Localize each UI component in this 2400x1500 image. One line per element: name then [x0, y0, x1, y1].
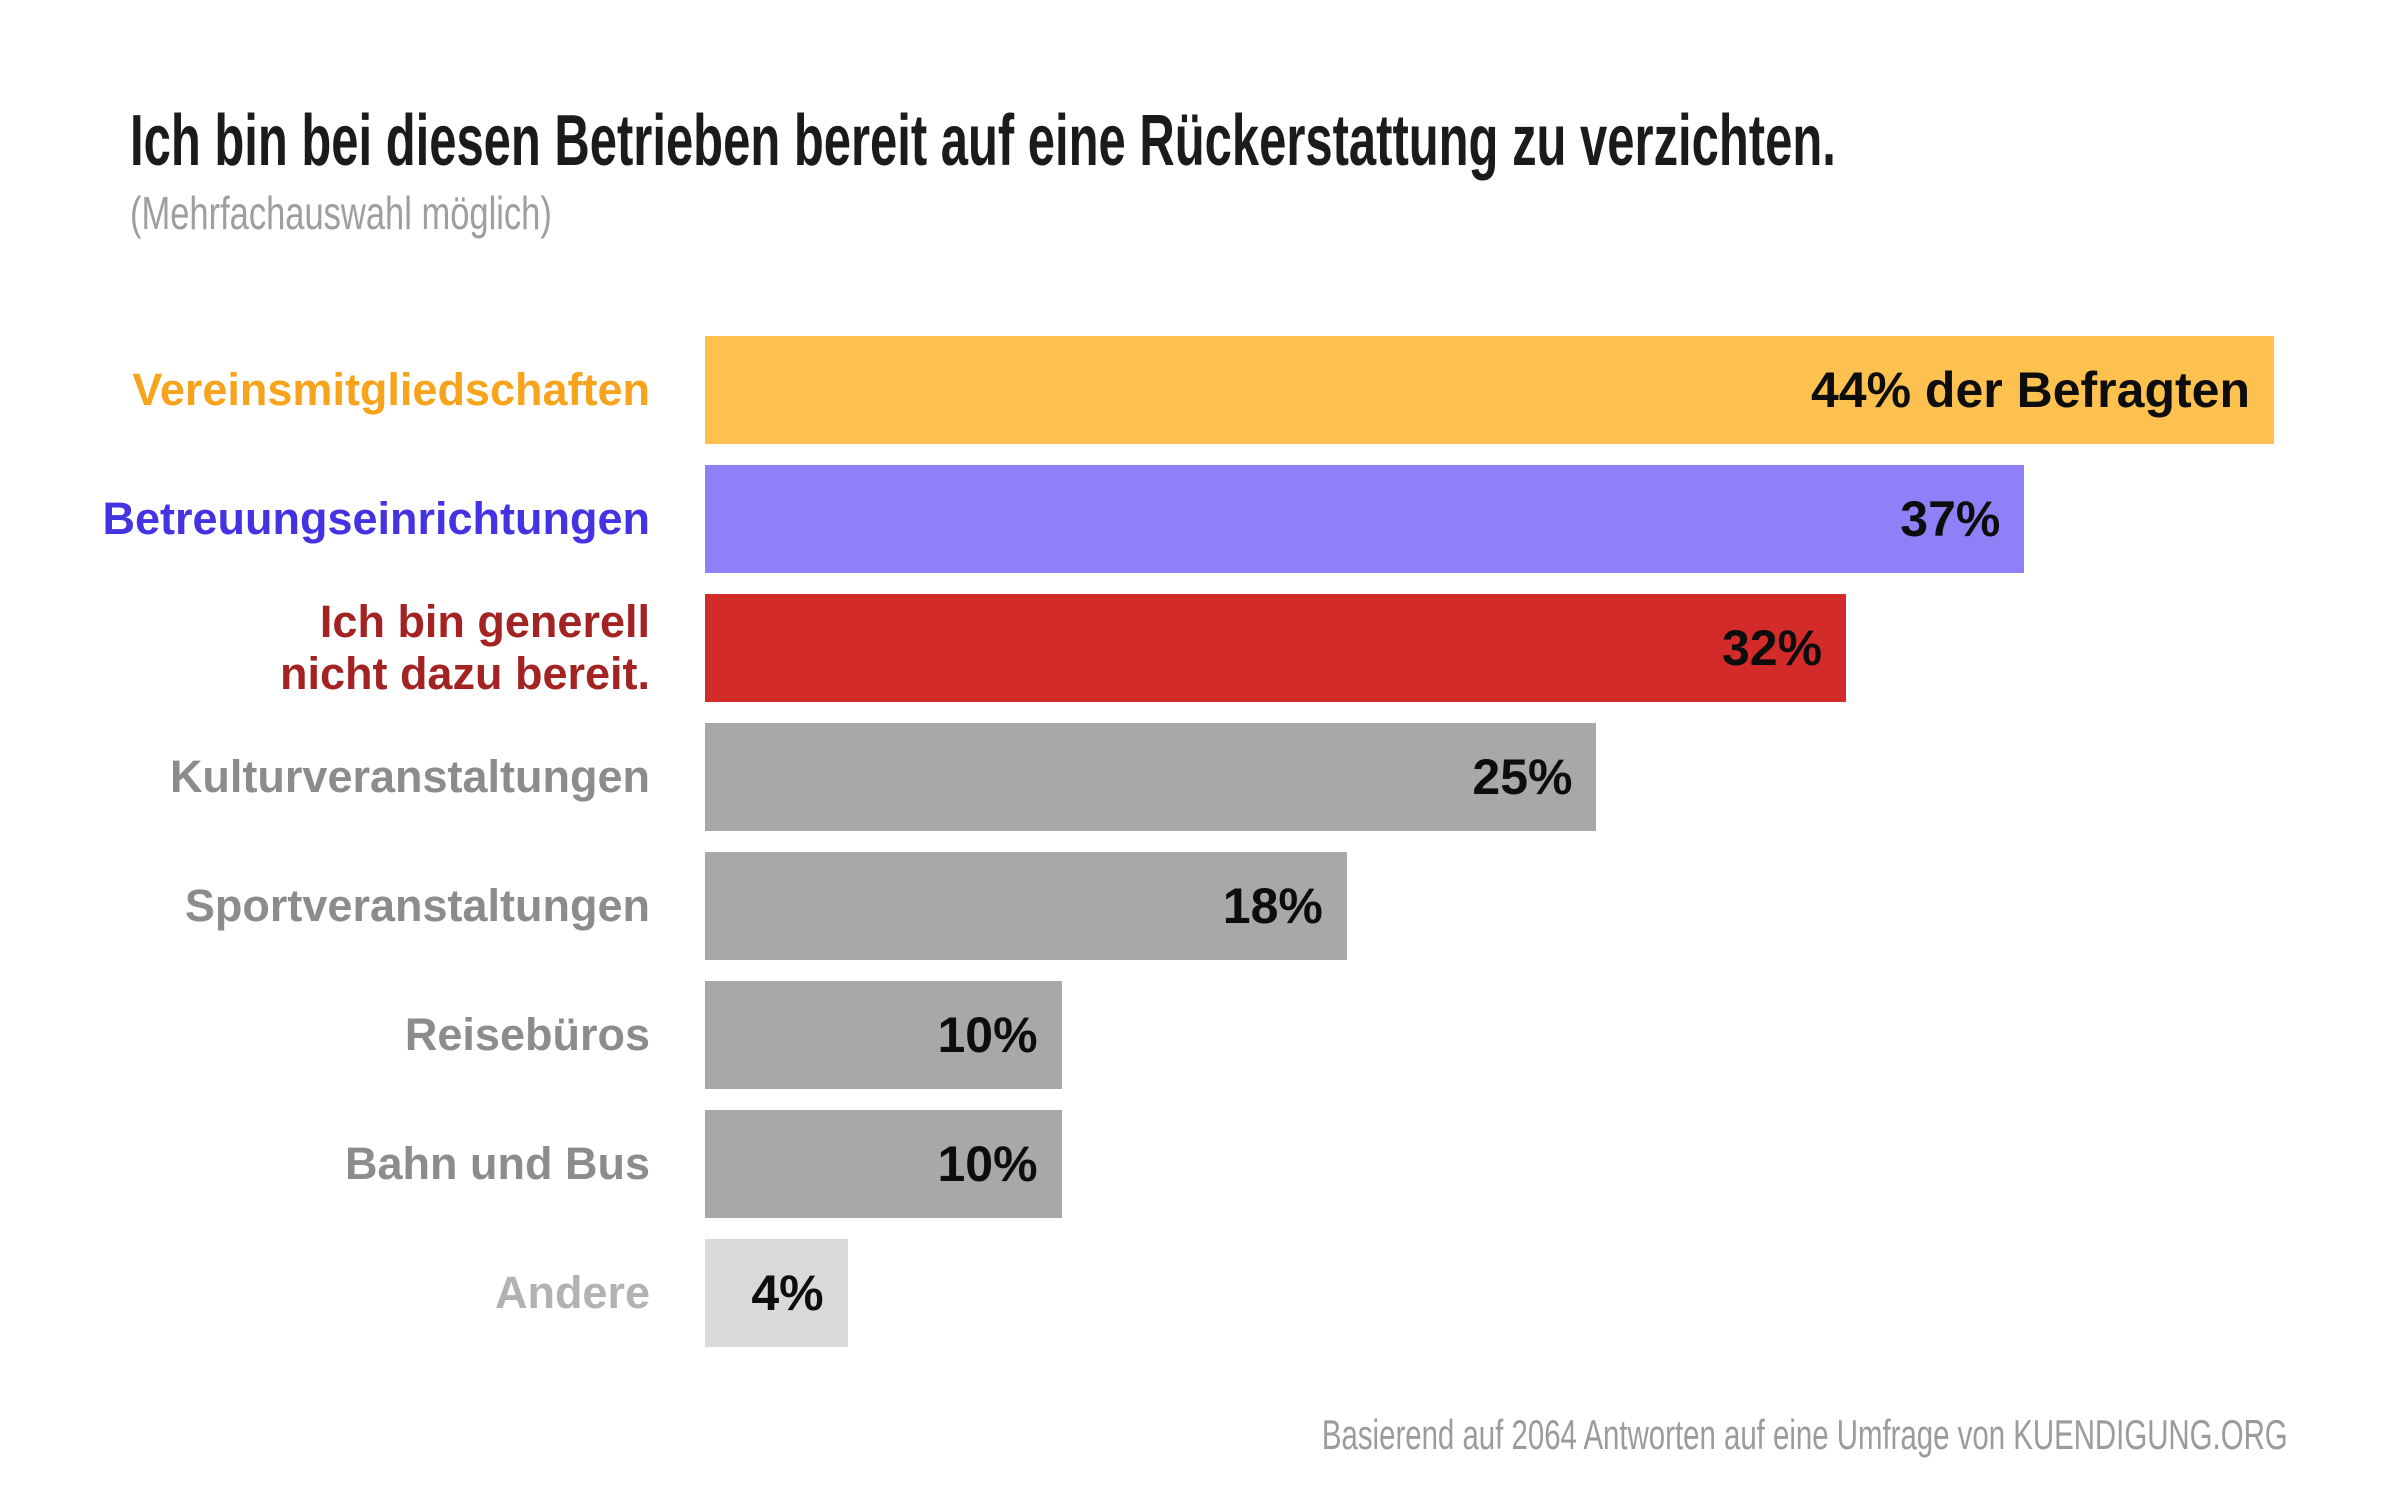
bar-row-kulturveranstaltungen: Kulturveranstaltungen 25% — [0, 723, 2400, 832]
bar-track: 18% — [705, 852, 2274, 961]
bar-reisebueros: 10% — [705, 981, 1062, 1090]
bar-generell-nicht-bereit: 32% — [705, 594, 1847, 703]
chart-subtitle: (Mehrfachauswahl möglich) — [130, 187, 552, 240]
value-label: 32% — [1722, 620, 1823, 677]
bar-track: 10% — [705, 1110, 2274, 1219]
value-label: 10% — [937, 1007, 1038, 1064]
chart-title: Ich bin bei diesen Betrieben bereit auf … — [130, 101, 1836, 181]
category-label-text: Vereinsmitgliedschaften — [132, 364, 650, 416]
category-label-betreuungseinrichtungen: Betreuungseinrichtungen — [0, 493, 705, 545]
value-label: 10% — [937, 1136, 1038, 1193]
category-label-text: Reisebüros — [404, 1009, 650, 1061]
value-label: 4% — [751, 1265, 824, 1322]
bar-row-reisebueros: Reisebüros 10% — [0, 981, 2400, 1090]
bar-vereinsmitgliedschaften: 44% der Befragten — [705, 336, 2274, 445]
category-label-andere: Andere — [0, 1267, 705, 1319]
bar-bahn-und-bus: 10% — [705, 1110, 1062, 1219]
bar-track: 4% — [705, 1239, 2274, 1348]
bar-betreuungseinrichtungen: 37% — [705, 465, 2025, 574]
value-label: 44% der Befragten — [1810, 362, 2250, 419]
bar-row-betreuungseinrichtungen: Betreuungseinrichtungen 37% — [0, 465, 2400, 574]
category-label-sportveranstaltungen: Sportveranstaltungen — [0, 880, 705, 932]
chart-footer: Basierend auf 2064 Antworten auf eine Um… — [0, 1411, 2288, 1459]
category-label-kulturveranstaltungen: Kulturveranstaltungen — [0, 751, 705, 803]
source-attribution: Basierend auf 2064 Antworten auf eine Um… — [1322, 1411, 2288, 1459]
bar-track: 44% der Befragten — [705, 336, 2274, 445]
category-label-text: Andere — [494, 1267, 650, 1319]
category-label-generell-nicht-bereit: Ich bin generell nicht dazu bereit. — [0, 596, 705, 700]
value-label: 18% — [1222, 878, 1323, 935]
bar-track: 32% — [705, 594, 2274, 703]
bar-chart: Vereinsmitgliedschaften 44% der Befragte… — [0, 336, 2400, 1348]
value-label: 25% — [1472, 749, 1573, 806]
bar-track: 25% — [705, 723, 2274, 832]
bar-kulturveranstaltungen: 25% — [705, 723, 1597, 832]
value-label: 37% — [1900, 491, 2001, 548]
bar-row-andere: Andere 4% — [0, 1239, 2400, 1348]
bar-andere: 4% — [705, 1239, 848, 1348]
bar-track: 10% — [705, 981, 2274, 1090]
bar-row-vereinsmitgliedschaften: Vereinsmitgliedschaften 44% der Befragte… — [0, 336, 2400, 445]
category-label-text: Sportveranstaltungen — [184, 880, 650, 932]
bar-track: 37% — [705, 465, 2274, 574]
category-label-text: Betreuungseinrichtungen — [102, 493, 650, 545]
bar-row-sportveranstaltungen: Sportveranstaltungen 18% — [0, 852, 2400, 961]
bar-row-bahn-und-bus: Bahn und Bus 10% — [0, 1110, 2400, 1219]
category-label-vereinsmitgliedschaften: Vereinsmitgliedschaften — [0, 364, 705, 416]
category-label-line-2: nicht dazu bereit. — [279, 648, 650, 700]
category-label-bahn-und-bus: Bahn und Bus — [0, 1138, 705, 1190]
category-label-line-1: Ich bin generell — [319, 596, 650, 648]
category-label-text: Kulturveranstaltungen — [169, 751, 650, 803]
category-label-text: Bahn und Bus — [345, 1138, 650, 1190]
bar-row-generell-nicht-bereit: Ich bin generell nicht dazu bereit. 32% — [0, 594, 2400, 703]
chart-header: Ich bin bei diesen Betrieben bereit auf … — [0, 0, 2400, 240]
category-label-reisebueros: Reisebüros — [0, 1009, 705, 1061]
bar-sportveranstaltungen: 18% — [705, 852, 1347, 961]
